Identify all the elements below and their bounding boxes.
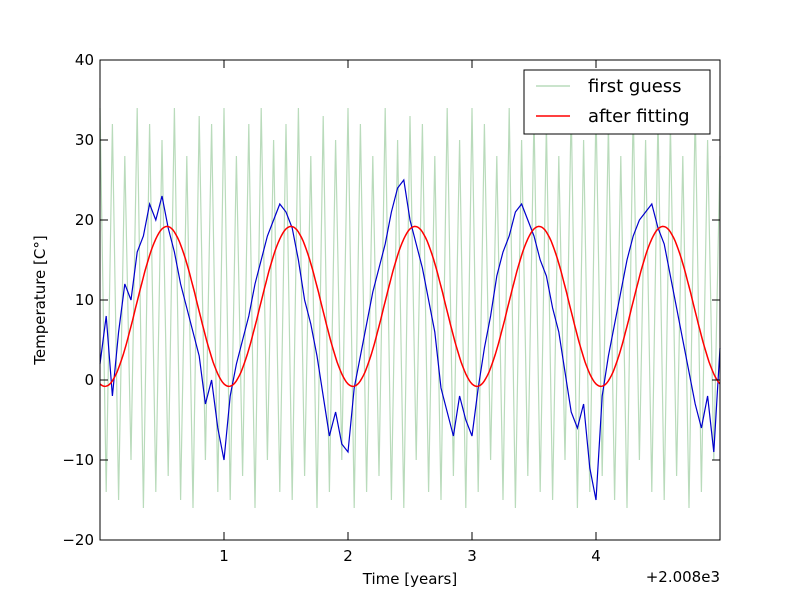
- series-after-fitting: [99, 225, 721, 388]
- legend: first guess after fitting: [523, 69, 711, 135]
- y-tick-label: 30: [75, 131, 94, 149]
- series-first-guess: [99, 107, 721, 509]
- legend-box: [523, 69, 711, 135]
- y-tick-label: 10: [75, 291, 94, 309]
- y-tick-label: −10: [62, 451, 94, 469]
- x-tick-label: 1: [219, 547, 229, 565]
- x-tick-label: 4: [591, 547, 601, 565]
- y-tick-label: −20: [62, 531, 94, 549]
- y-tick-label: 20: [75, 211, 94, 229]
- y-tick-label: 0: [84, 371, 94, 389]
- plot-area: [99, 107, 721, 509]
- legend-label-first-guess: first guess: [588, 76, 682, 97]
- y-axis-label: Temperature [C°]: [31, 235, 49, 365]
- axis-ticks: −20 −10 0 10 20 30 40 1 2 3 4: [62, 51, 720, 565]
- x-axis-label: Time [years]: [362, 570, 457, 588]
- y-tick-label: 40: [75, 51, 94, 69]
- x-tick-label: 3: [467, 547, 477, 565]
- series-data: [99, 178, 721, 501]
- x-offset-label: +2.008e3: [646, 568, 720, 586]
- x-tick-label: 2: [343, 547, 353, 565]
- legend-label-after-fitting: after fitting: [588, 106, 690, 127]
